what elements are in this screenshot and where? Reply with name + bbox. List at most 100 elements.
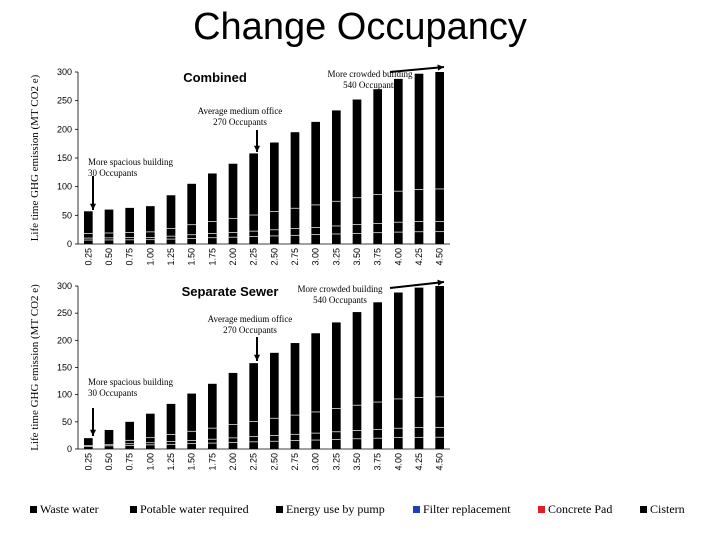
annotation-line-2: 270 Occupants bbox=[213, 117, 267, 127]
annotation-arrowhead bbox=[89, 429, 97, 436]
bar bbox=[166, 195, 176, 244]
bar bbox=[435, 72, 445, 244]
bar bbox=[145, 206, 155, 244]
x-tick-label: 3.25 bbox=[331, 248, 341, 266]
annotation-line-2: 540 Occupants bbox=[343, 80, 397, 90]
annotation-line-1: More crowded building bbox=[328, 69, 413, 79]
legend-swatch-cistern bbox=[640, 506, 647, 513]
annotation-arrowhead bbox=[89, 203, 97, 210]
x-tick-label: 3.50 bbox=[352, 453, 362, 471]
bar bbox=[125, 207, 135, 244]
annotation-line-2: 30 Occupants bbox=[88, 168, 138, 178]
legend-item-energy-use: Energy use by pump bbox=[276, 502, 385, 517]
y-tick-label: 50 bbox=[62, 417, 72, 427]
y-tick-label: 150 bbox=[57, 363, 72, 373]
legend-item-cistern: Cistern bbox=[640, 502, 685, 517]
bar bbox=[414, 287, 424, 449]
chart-1: 0 50 100 150 200 250 300 0.25 0.50 0.75 1.00 1.25 1.… bbox=[29, 64, 450, 266]
x-tick-label: 1.75 bbox=[207, 248, 217, 266]
bar bbox=[393, 292, 403, 449]
y-tick-label: 200 bbox=[57, 124, 72, 134]
x-tick-label: 4.00 bbox=[393, 453, 403, 471]
legend-item-filter-replacement: Filter replacement bbox=[413, 502, 511, 517]
bar bbox=[207, 383, 217, 449]
bar bbox=[269, 142, 279, 244]
x-tick-label: 2.00 bbox=[228, 248, 238, 266]
x-tick-label: 2.00 bbox=[228, 453, 238, 471]
bar bbox=[373, 302, 383, 449]
bar bbox=[290, 132, 300, 244]
x-tick-label: 2.50 bbox=[269, 453, 279, 471]
annotation-arrowhead bbox=[253, 145, 261, 152]
bar bbox=[435, 286, 445, 449]
x-tick-label: 3.75 bbox=[373, 248, 383, 266]
annotation-line-1: More crowded building bbox=[298, 284, 383, 294]
legend-item-concrete-pad: Concrete Pad bbox=[538, 502, 612, 517]
x-tick-label: 2.75 bbox=[290, 453, 300, 471]
y-tick-label: 300 bbox=[57, 67, 72, 77]
bar bbox=[373, 89, 383, 244]
y-tick-label: 200 bbox=[57, 335, 72, 345]
bar bbox=[104, 429, 114, 449]
annotation-arrow bbox=[389, 66, 445, 73]
x-tick-label: 4.25 bbox=[414, 248, 424, 266]
page-title: Change Occupancy bbox=[193, 6, 527, 48]
bar bbox=[331, 110, 341, 244]
x-tick-label: 3.50 bbox=[352, 248, 362, 266]
legend-swatch-filter-replacement bbox=[413, 506, 420, 513]
annotation-arrow bbox=[389, 281, 445, 289]
bar bbox=[352, 312, 362, 449]
y-tick-label: 100 bbox=[57, 390, 72, 400]
bar bbox=[393, 78, 403, 244]
chart-svg: 0 50 100 150 200 250 300 0.25 0.50 0.75 1.00 1.25 1.… bbox=[29, 64, 450, 471]
bar bbox=[269, 352, 279, 449]
bar bbox=[187, 183, 197, 244]
annotation-arrowhead bbox=[253, 354, 261, 361]
x-tick-label: 3.25 bbox=[331, 453, 341, 471]
y-axis-label: Life time GHG emission (MT CO2 e) bbox=[29, 74, 41, 241]
legend-label-cistern: Cistern bbox=[650, 502, 685, 516]
x-tick-label: 2.25 bbox=[249, 248, 259, 266]
x-tick-label: 4.50 bbox=[435, 248, 445, 266]
chart-2: 0 50 100 150 200 250 300 0.25 0.50 0.75 1.00 1.25 1.… bbox=[29, 279, 450, 471]
x-tick-label: 0.75 bbox=[125, 453, 135, 471]
y-tick-label: 250 bbox=[57, 308, 72, 318]
x-tick-label: 2.25 bbox=[249, 453, 259, 471]
bar bbox=[290, 343, 300, 449]
bar bbox=[145, 413, 155, 449]
chart-title: Combined bbox=[183, 70, 247, 85]
legend-label-filter-replacement: Filter replacement bbox=[423, 502, 511, 516]
legend-item-waste-water: Waste water bbox=[30, 502, 99, 517]
y-tick-label: 50 bbox=[62, 210, 72, 220]
x-tick-label: 3.00 bbox=[311, 248, 321, 266]
annotation-line-2: 270 Occupants bbox=[223, 325, 277, 335]
x-tick-label: 4.00 bbox=[393, 248, 403, 266]
annotation-line-1: More spacious building bbox=[88, 377, 173, 387]
annotation-line-1: Average medium office bbox=[198, 106, 283, 116]
x-tick-label: 1.25 bbox=[166, 453, 176, 471]
x-tick-label: 1.00 bbox=[145, 248, 155, 266]
bar bbox=[331, 322, 341, 449]
bar bbox=[352, 99, 362, 245]
bar bbox=[83, 438, 93, 449]
bar bbox=[249, 363, 259, 449]
x-tick-label: 0.50 bbox=[104, 248, 114, 266]
bar bbox=[166, 403, 176, 449]
y-tick-label: 0 bbox=[67, 239, 72, 249]
x-tick-label: 4.25 bbox=[414, 453, 424, 471]
y-tick-label: 100 bbox=[57, 182, 72, 192]
x-tick-label: 2.75 bbox=[290, 248, 300, 266]
bar bbox=[83, 211, 93, 244]
bar bbox=[228, 163, 238, 244]
y-tick-label: 0 bbox=[67, 444, 72, 454]
bar bbox=[311, 333, 321, 449]
legend-label-energy-use: Energy use by pump bbox=[286, 502, 385, 516]
x-tick-label: 4.50 bbox=[435, 453, 445, 471]
y-axis-label: Life time GHG emission (MT CO2 e) bbox=[29, 284, 41, 451]
y-tick-label: 150 bbox=[57, 153, 72, 163]
x-tick-label: 1.50 bbox=[187, 248, 197, 266]
legend-item-potable-water: Potable water required bbox=[130, 502, 249, 517]
x-tick-label: 1.00 bbox=[145, 453, 155, 471]
x-tick-label: 2.50 bbox=[269, 248, 279, 266]
y-tick-label: 250 bbox=[57, 96, 72, 106]
